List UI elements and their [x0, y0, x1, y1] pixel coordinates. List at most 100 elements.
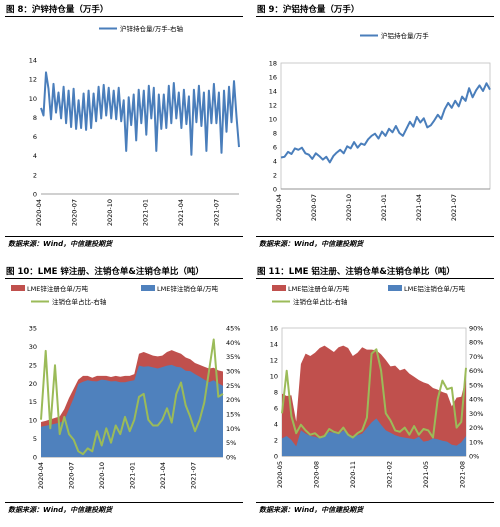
lme-aluminium-warrants-chart: 0 2 4 6 8 10 12 14 16 0% 10% 20% 30% 40% 50% 60% 70% 80% 9… [270, 284, 484, 488]
x-tick-label: 2021-04 [177, 199, 185, 226]
y2-tick-label: 10% [226, 425, 240, 433]
figure-10-title-rule [5, 278, 243, 279]
x-tick-label: 2021-07 [213, 199, 221, 226]
y2-tick-label: 15% [226, 411, 240, 419]
y2-tick-label: 35% [226, 353, 240, 361]
plot-frame [280, 62, 491, 190]
figure-8-title: 图 8：沪锌持仓量（万手） [6, 5, 109, 15]
legend-label: LME锌注销仓单/万吨 [157, 284, 219, 293]
zinc-open-interest-chart: 0 2 4 6 8 10 12 14 2020-04 2020-07 2020-10 2021-01 2… [29, 24, 240, 226]
cancelled-ratio-line [281, 348, 467, 439]
y2-tick-label: 90% [469, 325, 483, 333]
y2-tick-label: 10% [469, 438, 483, 446]
y-tick-label: 8 [33, 114, 37, 122]
y2-tick-label: 0% [226, 454, 236, 462]
legend-label: 注销仓单占比-右轴 [293, 297, 348, 306]
figure-8-source-rule [5, 236, 243, 237]
y-tick-label: 12 [270, 357, 278, 365]
figure-11-title-rule [256, 278, 494, 279]
legend-label: LME锌注册仓单/万吨 [27, 284, 89, 293]
y-tick-label: 0 [33, 191, 37, 199]
series-line [40, 71, 240, 156]
y2-tick-label: 60% [469, 367, 483, 375]
y2-tick-label: 70% [469, 353, 483, 361]
legend-color-swatch [141, 285, 155, 291]
figure-11-source-rule [256, 502, 494, 503]
y-tick-label: 18 [269, 60, 277, 68]
y2-tick-label: 30% [469, 410, 483, 418]
figure-8-source: 数据来源：Wind，中信建投期货 [8, 240, 113, 248]
figure-9-title: 图 9：沪铝持仓量（万手） [257, 5, 360, 15]
figure-9-source: 数据来源：Wind，中信建投期货 [259, 240, 364, 248]
x-tick-label: 2020-10 [345, 194, 353, 221]
y2-tick-label: 40% [226, 339, 240, 347]
y-tick-label: 8 [274, 389, 278, 397]
y2-tick-label: 25% [226, 382, 240, 390]
legend-label: LME铝注销仓单/万吨 [404, 284, 466, 293]
y-tick-label: 2 [274, 437, 278, 445]
y-tick-label: 0 [273, 186, 277, 194]
legend-color-swatch [388, 285, 402, 291]
y-tick-label: 2 [273, 172, 277, 180]
y-tick-label: 6 [273, 144, 277, 152]
x-tick-label: 2021-01 [380, 194, 388, 221]
y2-tick-label: 5% [226, 439, 236, 447]
y-tick-label: 14 [269, 88, 277, 96]
figure-10-source: 数据来源：Wind，中信建投期货 [8, 506, 113, 514]
legend-color-swatch [11, 285, 25, 291]
legend-label: 注销仓单占比-右轴 [52, 297, 107, 306]
x-tick-label: 2021-01 [129, 462, 137, 489]
figure-9-source-rule [256, 236, 494, 237]
figure-8-title-rule [5, 16, 243, 17]
y-tick-label: 25 [29, 361, 37, 369]
y-tick-label: 6 [33, 133, 37, 141]
figure-11-source: 数据来源：Wind，中信建投期货 [259, 506, 364, 514]
x-tick-label: 2021-08 [459, 461, 467, 488]
y-tick-label: 2 [33, 171, 37, 179]
x-tick-label: 2020-04 [37, 462, 45, 489]
y-tick-label: 12 [29, 76, 37, 84]
legend-label: LME铝注册仓单/万吨 [288, 284, 350, 293]
x-tick-label: 2020-08 [313, 461, 321, 488]
y2-tick-label: 0% [469, 453, 479, 461]
registered-warrants-area [282, 345, 466, 456]
x-tick-label: 2021-04 [415, 194, 423, 221]
y-tick-label: 5 [33, 435, 37, 443]
legend-label: 沪锌持仓量/万手-右轴 [120, 24, 184, 33]
x-tick-label: 2021-01 [142, 199, 150, 226]
x-tick-label: 2020-10 [106, 199, 114, 226]
y2-tick-label: 80% [469, 339, 483, 347]
x-tick-label: 2021-04 [159, 462, 167, 489]
y-tick-label: 10 [269, 116, 277, 124]
aluminium-open-interest-chart: 0 2 4 6 8 10 12 14 16 18 2020-04 2020-07 2020-10 2021… [269, 31, 491, 221]
y-tick-label: 10 [29, 95, 37, 103]
y-tick-label: 20 [29, 380, 37, 388]
y-tick-label: 4 [33, 152, 37, 160]
cancelled-warrants-area [282, 418, 466, 456]
y-tick-label: 0 [33, 454, 37, 462]
y-tick-label: 8 [273, 130, 277, 138]
y2-tick-label: 20% [226, 396, 240, 404]
x-tick-label: 2021-07 [190, 462, 198, 489]
y2-tick-label: 50% [469, 381, 483, 389]
y-tick-label: 15 [29, 398, 37, 406]
y-tick-label: 12 [269, 102, 277, 110]
series-line [280, 82, 491, 164]
lme-zinc-warrants-chart: 0 5 10 15 20 25 30 35 0% 5% 10% 15% 20% 25% 30% 35% 40% 4… [11, 284, 240, 489]
y-tick-label: 6 [274, 405, 278, 413]
x-tick-label: 2020-07 [310, 194, 318, 221]
y2-tick-label: 40% [469, 396, 483, 404]
y-tick-label: 4 [273, 158, 277, 166]
y-tick-label: 10 [29, 417, 37, 425]
figure-9-title-rule [256, 16, 494, 17]
x-tick-label: 2020-10 [98, 462, 106, 489]
y-tick-label: 16 [269, 74, 277, 82]
y2-tick-label: 20% [469, 424, 483, 432]
x-tick-label: 2021-02 [386, 461, 394, 488]
x-tick-label: 2020-07 [71, 199, 79, 226]
cancelled-warrants-area [41, 364, 223, 457]
x-tick-label: 2020-07 [68, 462, 76, 489]
y-tick-label: 10 [270, 373, 278, 381]
x-tick-label: 2021-07 [450, 194, 458, 221]
figure-10-source-rule [5, 502, 243, 503]
